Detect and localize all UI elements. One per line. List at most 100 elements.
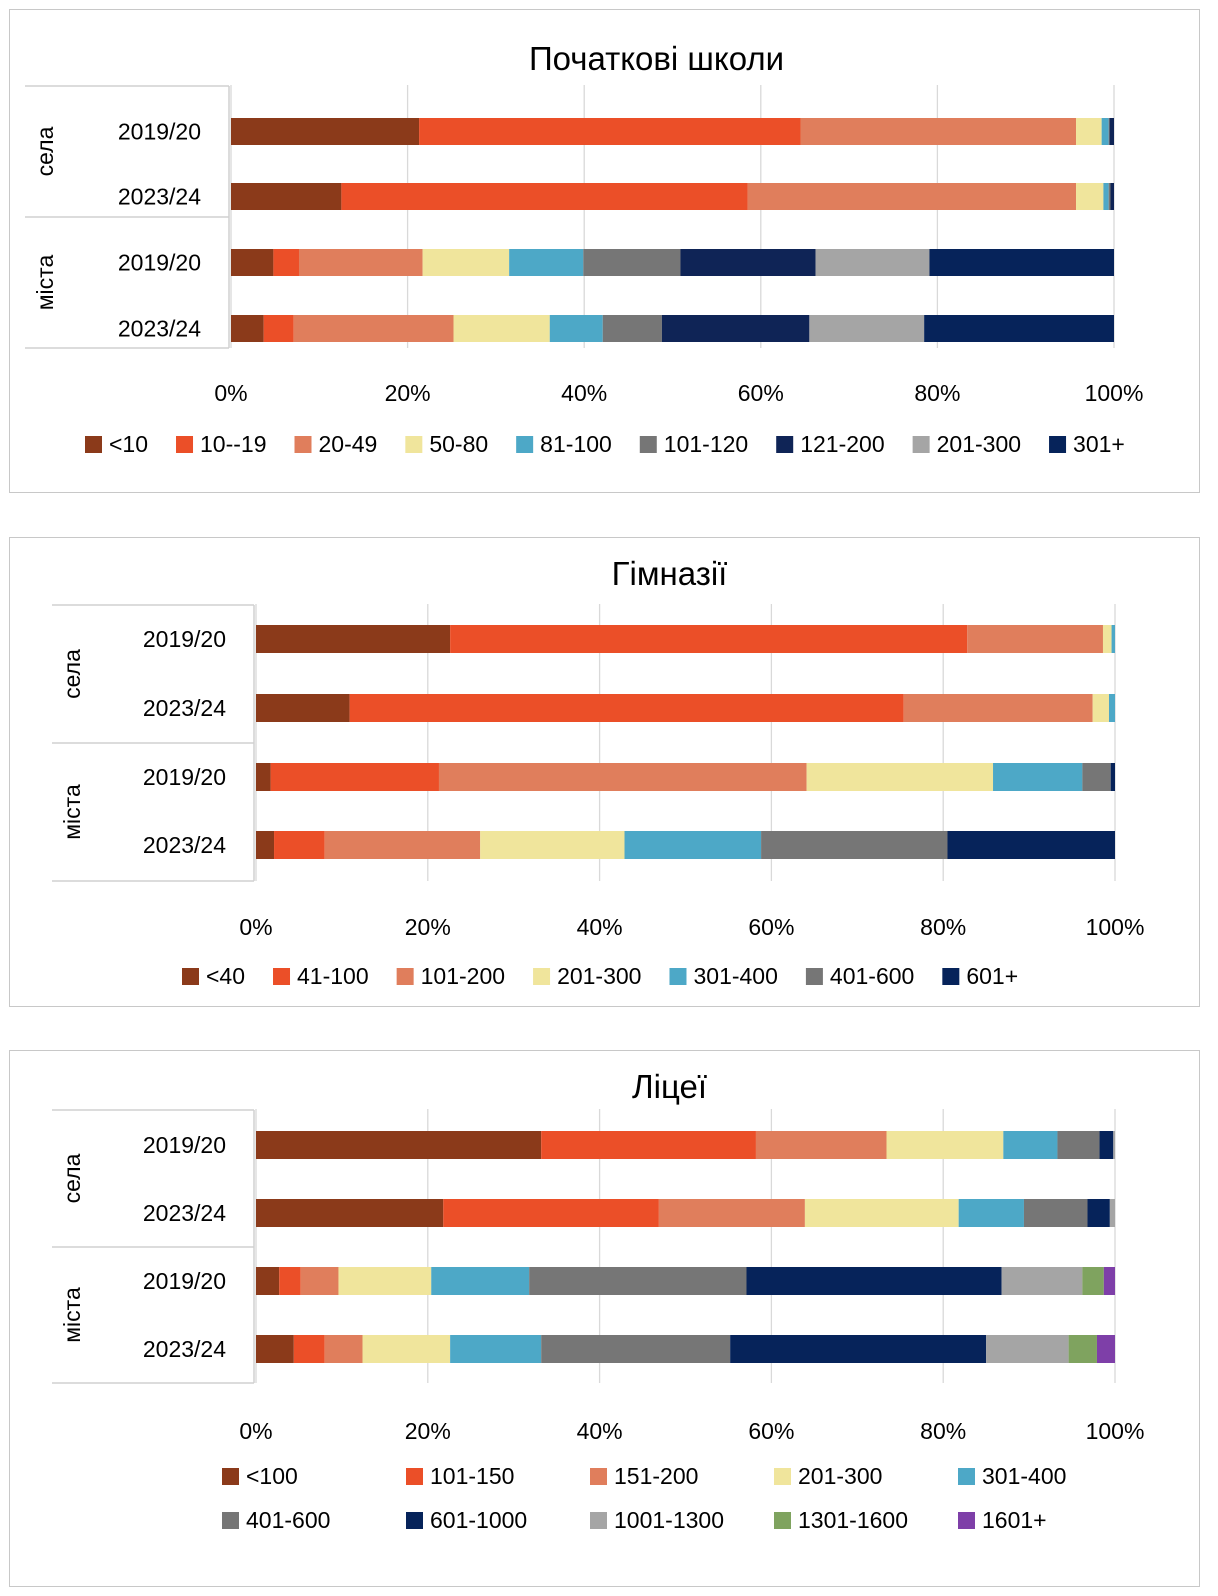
bar-segment — [947, 831, 1115, 859]
legend-swatch — [958, 1512, 975, 1529]
legend-swatch — [958, 1468, 975, 1485]
bar-segment — [730, 1335, 987, 1363]
bar-segment — [1082, 1267, 1104, 1295]
x-tick-label: 20% — [385, 380, 431, 406]
bar-segment — [958, 1199, 1024, 1227]
bar-segment — [231, 249, 274, 276]
x-tick-label: 60% — [738, 380, 784, 406]
bar-segment — [1110, 183, 1114, 210]
legend-swatch — [294, 436, 312, 453]
bar-segment — [1099, 1131, 1114, 1159]
legend-swatch — [182, 968, 199, 985]
legend-swatch — [405, 436, 423, 453]
category-label: 2019/20 — [118, 119, 201, 145]
bar-segment — [293, 1335, 325, 1363]
bar-segment — [256, 1131, 542, 1159]
bar-segment — [967, 625, 1103, 653]
category-label: 2023/24 — [118, 184, 201, 210]
bar-segment — [1103, 1267, 1115, 1295]
legend-swatch — [590, 1468, 607, 1485]
category-label: 2019/20 — [143, 1132, 226, 1158]
bar-segment — [349, 694, 904, 722]
legend-label: 101-200 — [421, 963, 505, 989]
legend-label: 101-150 — [430, 1463, 514, 1489]
bar-segment — [231, 183, 342, 210]
legend-label: 1301-1600 — [798, 1507, 908, 1533]
category-label: 2023/24 — [143, 695, 226, 721]
legend-label: 81-100 — [540, 431, 612, 457]
bar-segment — [338, 1267, 432, 1295]
bar-segment — [903, 694, 1093, 722]
bar-segment — [1082, 763, 1111, 791]
category-label: 2023/24 — [143, 832, 226, 858]
bar-segment — [231, 118, 420, 145]
bar-segment — [453, 315, 550, 342]
legend-swatch — [222, 1468, 239, 1485]
legend-swatch — [406, 1512, 423, 1529]
bar-segment — [263, 315, 294, 342]
category-label: 2019/20 — [143, 626, 226, 652]
legend-swatch — [912, 436, 930, 453]
legend-label: 201-300 — [557, 963, 641, 989]
bar-segment — [256, 694, 350, 722]
category-label: 2023/24 — [143, 1200, 226, 1226]
legend-label: <40 — [206, 963, 245, 989]
x-tick-label: 20% — [405, 914, 451, 940]
bar-segment — [746, 1267, 1002, 1295]
legend-label: 50-80 — [429, 431, 488, 457]
bar-segment — [1108, 694, 1115, 722]
bar-segment — [602, 315, 662, 342]
bar-segment — [541, 1131, 756, 1159]
legend-label: 10--19 — [200, 431, 266, 457]
group-label: міста — [59, 1287, 85, 1343]
bar-segment — [256, 1335, 294, 1363]
legend-label: 301-400 — [693, 963, 777, 989]
legend-label: 401-600 — [830, 963, 914, 989]
group-label: міста — [32, 255, 58, 311]
bar-segment — [1068, 1335, 1097, 1363]
bar-segment — [529, 1267, 747, 1295]
legend-swatch — [85, 436, 102, 453]
bar-segment — [924, 315, 1114, 342]
legend-label: 201-300 — [798, 1463, 882, 1489]
bar-segment — [804, 1199, 959, 1227]
x-tick-label: 40% — [561, 380, 607, 406]
chart-panel-gymnasiums: Гімназії села міста 2019/20 2023/24 2019/20 20… — [9, 537, 1200, 1007]
legend-swatch — [533, 968, 551, 985]
bar-segment — [293, 315, 454, 342]
x-tick-label: 60% — [748, 1418, 794, 1444]
x-tick-label: 100% — [1085, 380, 1144, 406]
bar-segment — [886, 1131, 1004, 1159]
bar-segment — [549, 315, 603, 342]
legend-swatch — [396, 968, 414, 985]
bar-segment — [298, 249, 423, 276]
bar-segment — [541, 1335, 731, 1363]
bar-segment — [1076, 183, 1104, 210]
bar-segment — [273, 249, 299, 276]
bar-segment — [661, 315, 810, 342]
legend-swatch — [176, 436, 194, 453]
bar-segment — [747, 183, 1077, 210]
bar-segment — [270, 763, 439, 791]
category-label: 2019/20 — [143, 1268, 226, 1294]
bar-segment — [815, 249, 930, 276]
bar-segment — [755, 1131, 887, 1159]
legend-label: 151-200 — [614, 1463, 698, 1489]
bar-segment — [274, 831, 325, 859]
category-label: 2019/20 — [143, 764, 226, 790]
category-label: 2019/20 — [118, 250, 201, 276]
bar-segment — [1092, 694, 1109, 722]
bar-segment — [1110, 763, 1115, 791]
legend-label: 101-120 — [664, 431, 748, 457]
legend-swatch — [1049, 436, 1067, 453]
bar-segment — [1108, 183, 1111, 210]
x-tick-label: 0% — [239, 1418, 272, 1444]
bar-segment — [231, 315, 264, 342]
legend-label: 41-100 — [297, 963, 369, 989]
bar-segment — [1076, 118, 1102, 145]
x-tick-label: 40% — [577, 914, 623, 940]
bar-segment — [1096, 1335, 1115, 1363]
bar-segment — [1109, 118, 1114, 145]
bar-segment — [1001, 1267, 1083, 1295]
bar-segment — [279, 1267, 301, 1295]
